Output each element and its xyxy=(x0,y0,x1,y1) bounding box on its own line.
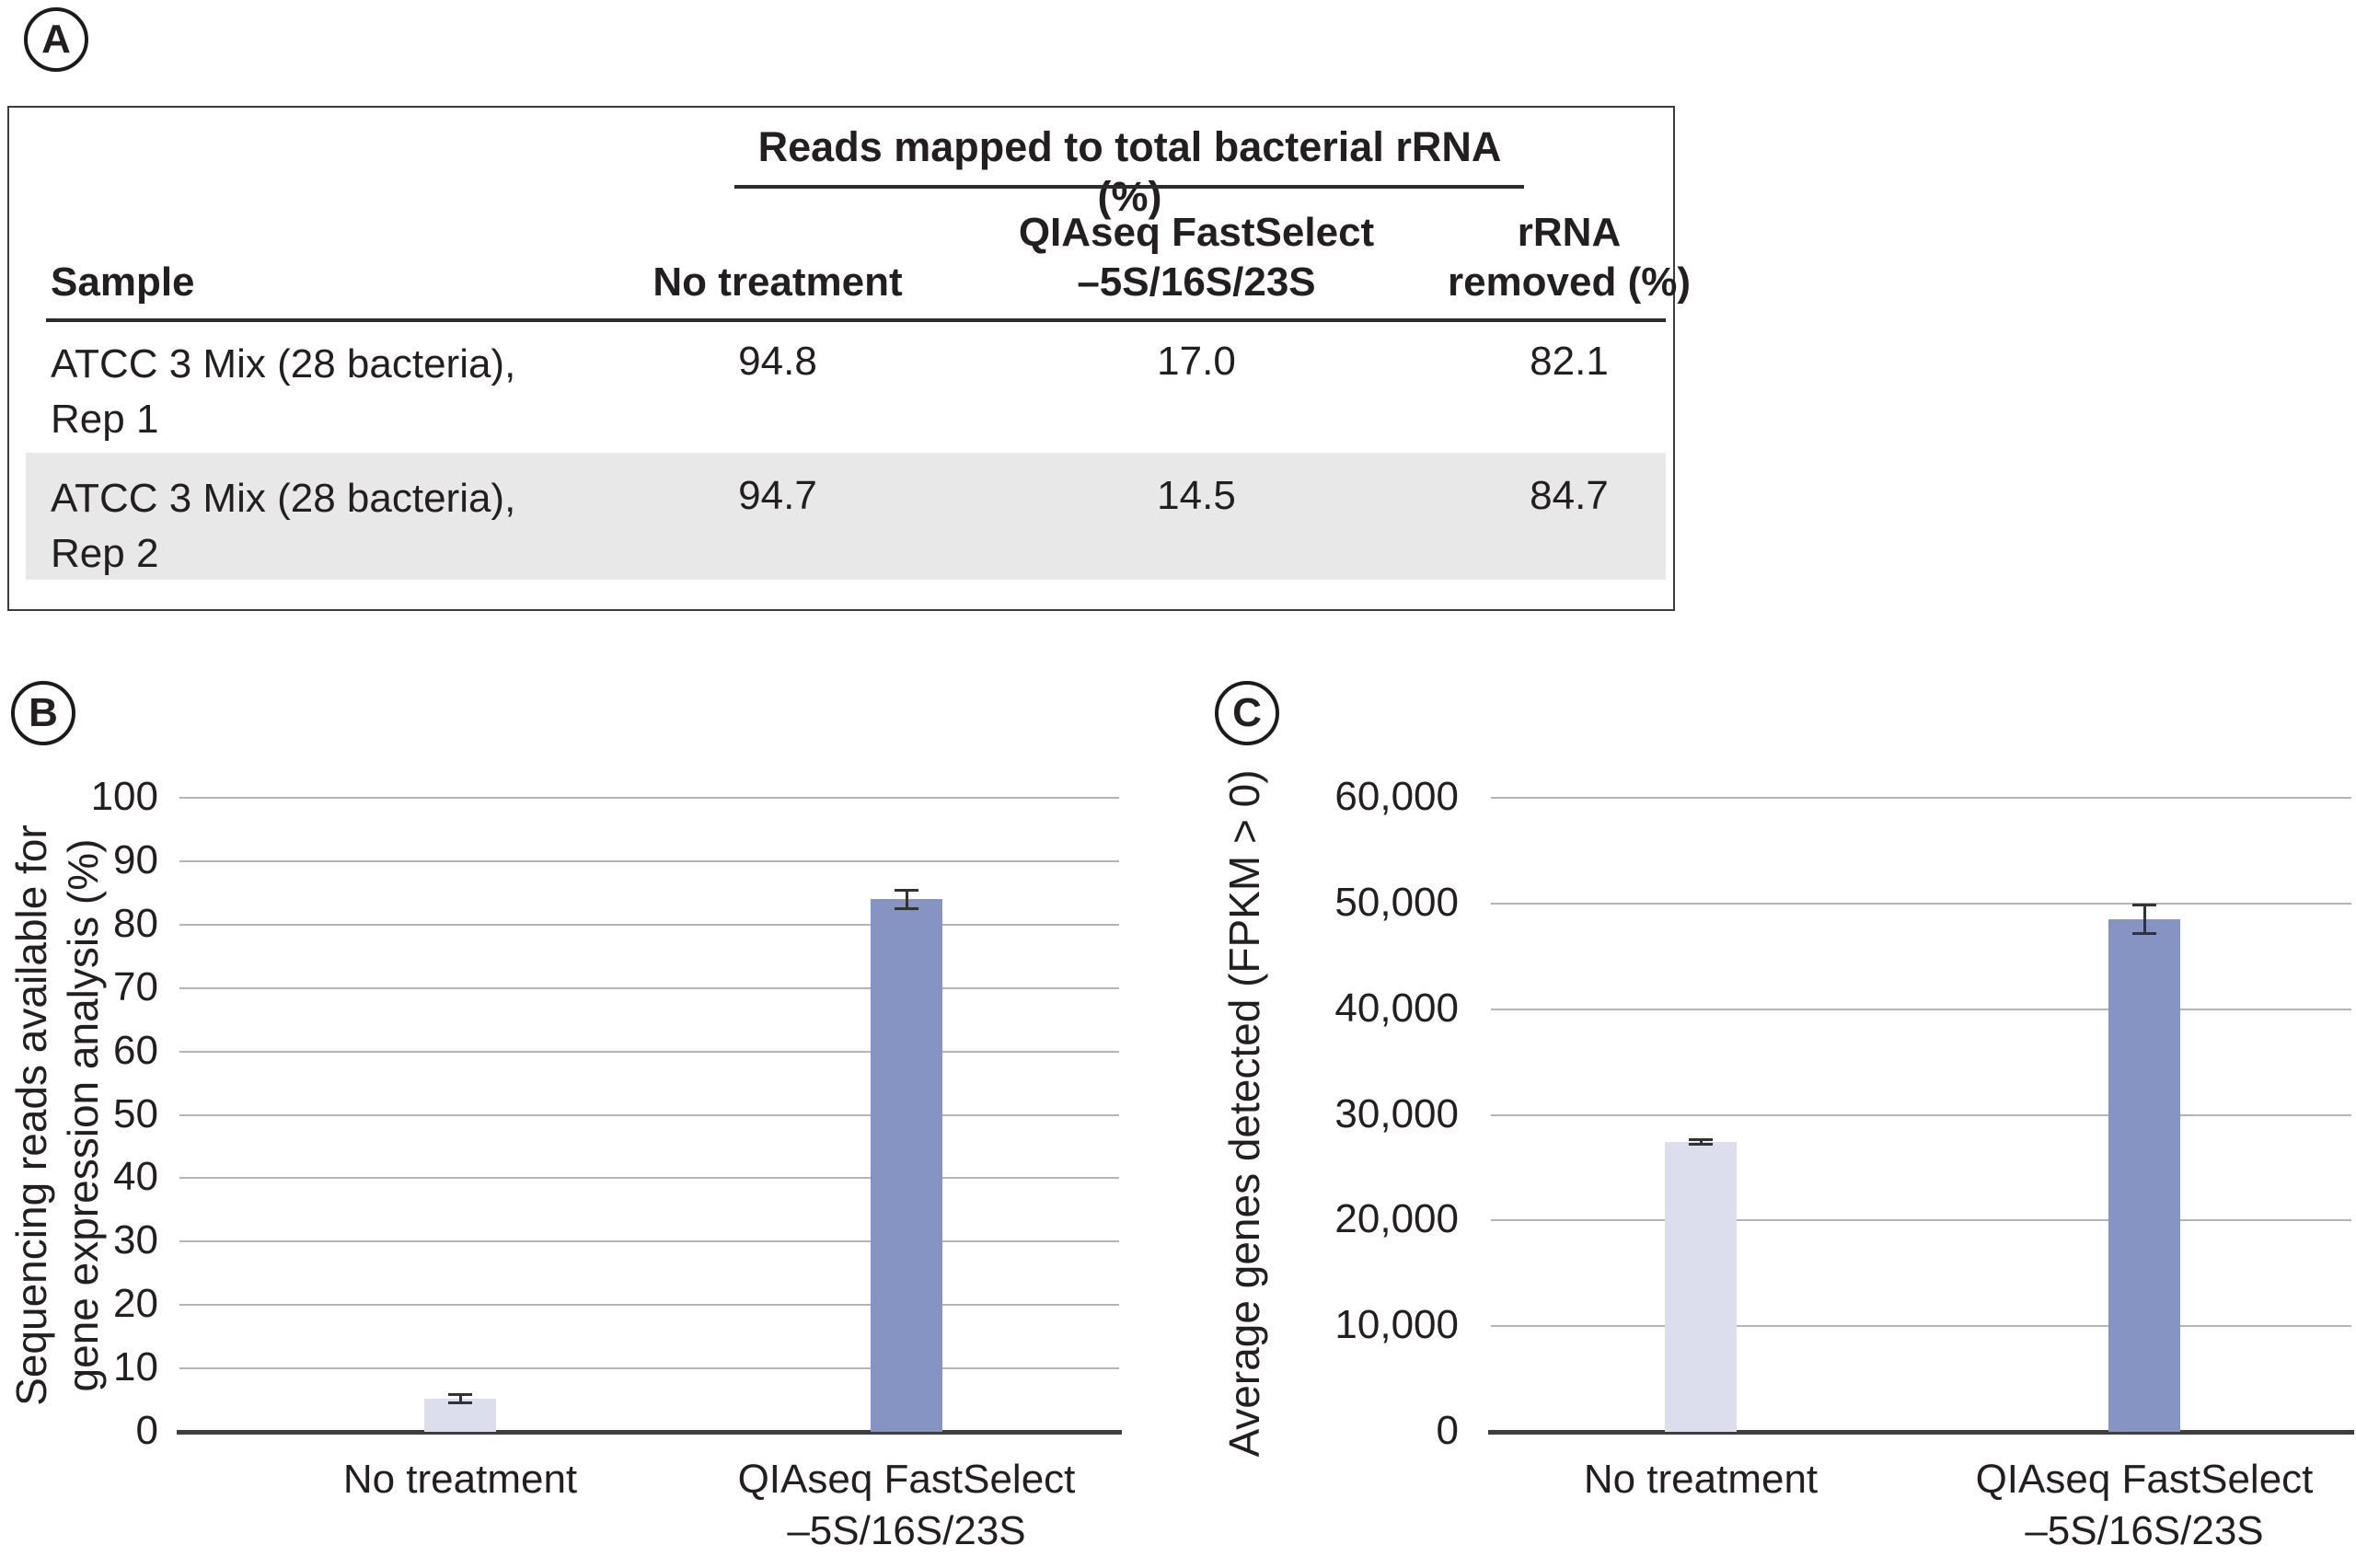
gridline xyxy=(179,923,1119,926)
bar xyxy=(424,1399,496,1432)
error-bar-cap-bottom xyxy=(448,1401,472,1404)
x-axis-line xyxy=(177,1430,1122,1435)
error-bar-cap-top xyxy=(448,1393,472,1397)
error-bar-cap-bottom xyxy=(1689,1143,1713,1147)
error-bar-cap-bottom xyxy=(895,906,918,910)
gridline xyxy=(179,859,1119,862)
error-bar-cap-top xyxy=(895,888,918,892)
table-cell-fastselect: 17.0 xyxy=(1157,339,1236,384)
error-bar-cap-bottom xyxy=(2132,932,2156,936)
gridline xyxy=(179,986,1119,989)
error-bar-cap-top xyxy=(1689,1138,1713,1142)
error-bar-stem xyxy=(905,889,908,909)
y-axis-tick-label: 0 xyxy=(135,1408,158,1453)
gridline xyxy=(179,1050,1119,1053)
gridline xyxy=(1491,1008,2351,1010)
table-spanning-header: Reads mapped to total bacterial rRNA (%) xyxy=(757,123,1502,220)
y-axis-tick-label: 20,000 xyxy=(1334,1196,1459,1242)
x-axis-category-label: QIAseq FastSelect –5S/16S/23S xyxy=(737,1457,1076,1553)
x-axis-category-label: No treatment xyxy=(342,1457,578,1502)
y-axis-tick-label: 40,000 xyxy=(1334,985,1459,1031)
error-bar-cap-top xyxy=(2132,903,2156,906)
y-axis-tick-label: 90 xyxy=(113,836,158,882)
y-axis-tick-label: 100 xyxy=(90,774,158,819)
table-cell-rrna-removed: 84.7 xyxy=(1530,473,1609,518)
bar xyxy=(871,899,942,1432)
panel-a-label: A xyxy=(24,7,88,72)
table-alt-row-background xyxy=(26,453,1666,580)
table-cell-no-treatment: 94.8 xyxy=(738,339,817,384)
bar xyxy=(1665,1142,1737,1432)
gridline xyxy=(179,1240,1119,1243)
error-bar-stem xyxy=(2142,904,2146,935)
y-axis-tick-label: 10,000 xyxy=(1334,1302,1459,1348)
bar xyxy=(2108,919,2180,1432)
column-header-no-treatment: No treatment xyxy=(653,259,903,305)
table-row-sample: ATCC 3 Mix (28 bacteria), Rep 2 xyxy=(51,476,516,576)
y-axis-tick-label: 60,000 xyxy=(1334,774,1459,819)
y-axis-tick-label: 10 xyxy=(113,1344,158,1390)
column-header-rrna-removed: rRNA removed (%) xyxy=(1447,210,1692,305)
error-bar-stem xyxy=(1699,1139,1703,1146)
y-axis-tick-label: 50 xyxy=(113,1090,158,1136)
gridline xyxy=(179,797,1119,799)
x-axis-line xyxy=(1488,1430,2354,1435)
gridline xyxy=(1491,1113,2351,1116)
header-rule xyxy=(46,318,1666,322)
column-header-sample: Sample xyxy=(51,259,195,305)
x-axis-category-label: QIAseq FastSelect –5S/16S/23S xyxy=(1975,1457,2314,1553)
panel-c-label: C xyxy=(1215,681,1279,745)
y-axis-tick-label: 50,000 xyxy=(1334,879,1459,925)
spanning-header-rule xyxy=(734,185,1524,189)
table-row-sample: ATCC 3 Mix (28 bacteria), Rep 1 xyxy=(51,341,516,442)
y-axis-tick-label: 20 xyxy=(113,1281,158,1327)
gridline xyxy=(179,1304,1119,1307)
y-axis-tick-label: 30 xyxy=(113,1217,158,1263)
gridline xyxy=(179,1113,1119,1116)
gridline xyxy=(179,1367,1119,1370)
table-cell-fastselect: 14.5 xyxy=(1157,473,1236,518)
y-axis-tick-label: 80 xyxy=(113,900,158,946)
gridline xyxy=(1491,797,2351,799)
x-axis-category-label: No treatment xyxy=(1583,1457,1819,1502)
gridline xyxy=(179,1177,1119,1180)
y-axis-tick-label: 60 xyxy=(113,1027,158,1073)
gridline xyxy=(1491,902,2351,905)
error-bar-stem xyxy=(458,1394,462,1403)
table-cell-no-treatment: 94.7 xyxy=(738,473,817,518)
y-axis-tick-label: 0 xyxy=(1436,1408,1459,1453)
gridline xyxy=(1491,1325,2351,1328)
panel-b-label: B xyxy=(11,681,75,745)
column-header-fastselect: QIAseq FastSelect –5S/16S/23S xyxy=(1018,210,1375,305)
y-axis-tick-label: 30,000 xyxy=(1334,1090,1459,1136)
gridline xyxy=(1491,1219,2351,1222)
table-cell-rrna-removed: 82.1 xyxy=(1530,339,1609,384)
y-axis-tick-label: 40 xyxy=(113,1154,158,1200)
y-axis-tick-label: 70 xyxy=(113,963,158,1009)
